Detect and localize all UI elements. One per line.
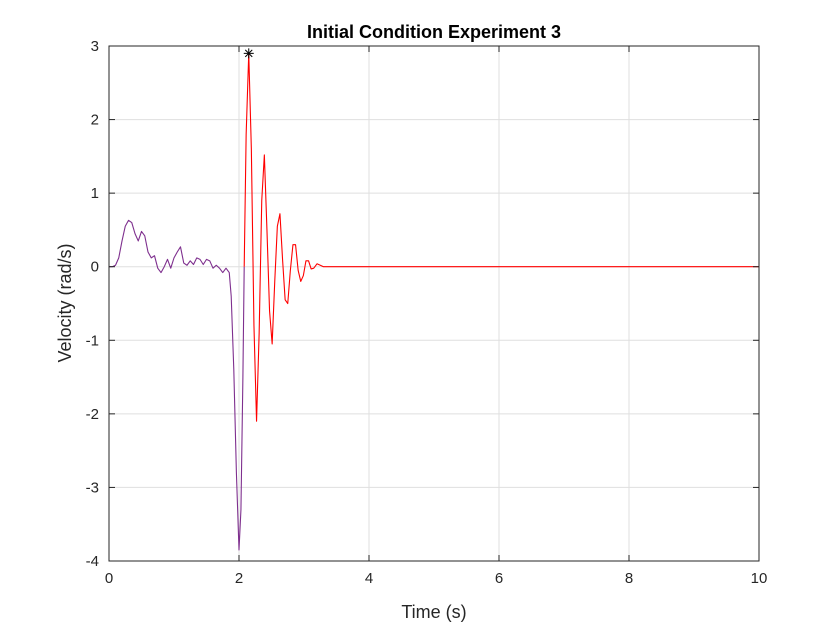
x-tick-label: 2 xyxy=(235,570,243,587)
x-tick-label: 4 xyxy=(365,570,373,587)
series-line-1 xyxy=(109,219,245,551)
y-tick-label: 1 xyxy=(91,185,99,202)
y-axis-label: Velocity (rad/s) xyxy=(55,243,75,362)
chart-title: Initial Condition Experiment 3 xyxy=(307,22,561,42)
y-tick-label: -1 xyxy=(86,332,99,349)
marker-stroke xyxy=(244,49,253,58)
x-axis-label: Time (s) xyxy=(401,602,466,622)
y-tick-label: -3 xyxy=(86,479,99,496)
y-tick-label: -2 xyxy=(86,406,99,423)
x-tick-label: 10 xyxy=(751,570,768,587)
y-tick-label: 0 xyxy=(91,259,99,276)
x-tick-label: 6 xyxy=(495,570,503,587)
marker-layer xyxy=(243,48,254,59)
y-tick-label: 2 xyxy=(91,112,99,129)
peak-marker xyxy=(243,48,254,59)
axes-box xyxy=(108,45,760,562)
series-line-2 xyxy=(243,52,759,422)
plot-area xyxy=(109,46,759,561)
series-layer xyxy=(109,52,759,551)
y-tick-label: -4 xyxy=(86,553,99,570)
y-tick-label: 3 xyxy=(91,38,99,55)
x-tick-label: 0 xyxy=(105,570,113,587)
ticks: 0 2 4 6 8 10 -4 -3 -2 -1 0 1 2 3 xyxy=(86,38,768,587)
x-tick-label: 8 xyxy=(625,570,633,587)
